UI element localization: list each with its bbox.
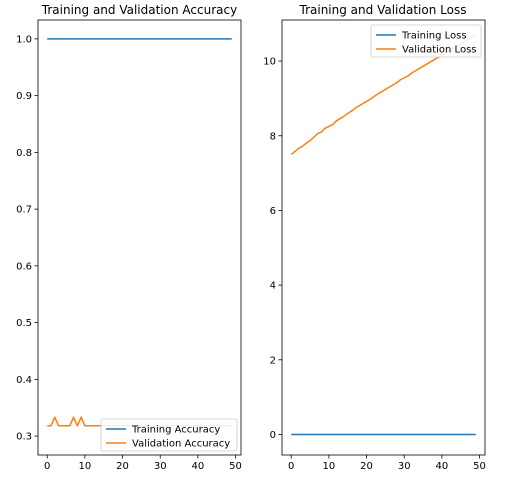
accuracy-legend-label: Training Accuracy	[131, 425, 220, 436]
loss-legend-label: Training Loss	[401, 31, 467, 42]
accuracy-x-tick-label: 20	[116, 461, 129, 472]
accuracy-y-tick-label: 1.0	[16, 34, 32, 45]
loss-legend: Training Loss Validation Loss	[370, 24, 482, 58]
accuracy-x-tick-label: 50	[229, 461, 242, 472]
loss-y-tick-label: 4	[270, 281, 276, 292]
accuracy-x-tick-label: 10	[79, 461, 92, 472]
loss-chart: Training and Validation Loss 0 10 20 30 40 50…	[263, 3, 486, 472]
accuracy-y-tick-label: 0.8	[16, 148, 32, 159]
accuracy-chart: Training and Validation Accuracy 0 10 20 30…	[16, 3, 242, 472]
accuracy-y-tick-label: 0.4	[16, 375, 32, 386]
accuracy-y-tick-label: 0.9	[16, 91, 32, 102]
loss-axes-frame	[281, 19, 486, 456]
loss-chart-title: Training and Validation Loss	[299, 3, 467, 17]
loss-y-tick-label: 8	[270, 131, 276, 142]
accuracy-chart-title: Training and Validation Accuracy	[41, 3, 237, 17]
accuracy-y-tick-label: 0.5	[16, 318, 32, 329]
loss-legend-label: Validation Loss	[402, 45, 477, 56]
accuracy-axes-frame	[37, 19, 242, 456]
accuracy-x-tick-label: 40	[192, 461, 205, 472]
accuracy-legend: Training Accuracy Validation Accuracy	[100, 418, 238, 452]
loss-x-tick-label: 0	[288, 461, 294, 472]
accuracy-legend-label: Validation Accuracy	[132, 439, 230, 450]
accuracy-y-tick-label: 0.6	[16, 261, 32, 272]
accuracy-y-tick-label: 0.7	[16, 205, 32, 216]
loss-x-tick-label: 30	[398, 461, 411, 472]
loss-y-tick-label: 2	[270, 355, 276, 366]
loss-x-tick-label: 40	[436, 461, 449, 472]
loss-y-tick-label: 10	[263, 57, 276, 68]
accuracy-x-tick-label: 30	[154, 461, 167, 472]
loss-x-tick-label: 10	[323, 461, 336, 472]
loss-x-tick-label: 20	[360, 461, 373, 472]
loss-legend-box	[370, 24, 482, 58]
accuracy-legend-box	[100, 418, 238, 452]
loss-y-tick-label: 0	[270, 430, 276, 441]
accuracy-x-tick-label: 0	[44, 461, 50, 472]
loss-x-tick-label: 50	[473, 461, 486, 472]
accuracy-y-tick-label: 0.3	[16, 432, 32, 443]
loss-y-tick-label: 6	[270, 206, 276, 217]
